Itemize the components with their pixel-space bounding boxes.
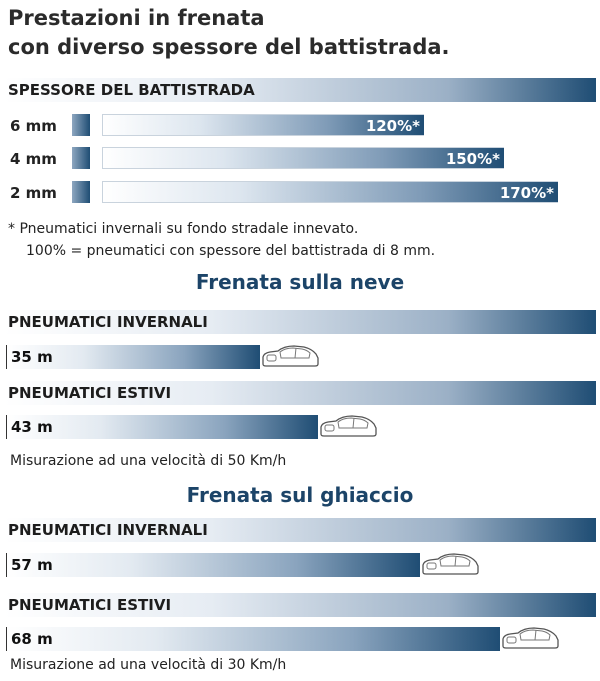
ice-winter-bar: 57 m	[6, 553, 420, 577]
tread-footnote: * Pneumatici invernali su fondo stradale…	[8, 218, 435, 262]
tread-value-4mm: 150%*	[445, 150, 500, 168]
snow-measure-note: Misurazione ad una velocità di 50 Km/h	[10, 453, 287, 469]
tread-footnote-line-1: * Pneumatici invernali su fondo stradale…	[8, 221, 359, 237]
snow-winter-bar: 35 m	[6, 345, 260, 369]
ice-summer-header: PNEUMATICI ESTIVI	[4, 593, 596, 617]
title-line-2: con diverso spessore del battistrada.	[8, 35, 450, 59]
snow-summer-value: 43 m	[11, 418, 53, 436]
title-line-1: Prestazioni in frenata	[8, 6, 265, 30]
tread-value-6mm: 120%*	[365, 117, 420, 135]
car-icon	[500, 626, 560, 652]
ice-measure-note: Misurazione ad una velocità di 30 Km/h	[10, 657, 287, 673]
ice-braking-title: Frenata sul ghiaccio	[186, 483, 414, 507]
tread-bar-6mm: 120%*	[102, 114, 424, 136]
ice-summer-bar: 68 m	[6, 627, 500, 651]
ice-winter-value: 57 m	[11, 556, 53, 574]
tread-bar-4mm: 150%*	[102, 147, 504, 169]
snow-winter-value: 35 m	[11, 348, 53, 366]
tread-stub-4mm	[72, 147, 90, 169]
tread-section-header: SPESSORE DEL BATTISTRADA	[4, 78, 596, 102]
car-icon	[318, 414, 378, 440]
snow-summer-header: PNEUMATICI ESTIVI	[4, 381, 596, 405]
ice-winter-header: PNEUMATICI INVERNALI	[4, 518, 596, 542]
tread-label-6mm: 6 mm	[10, 117, 57, 135]
page-title: Prestazioni in frenata con diverso spess…	[8, 4, 450, 62]
tread-value-2mm: 170%*	[499, 184, 554, 202]
tread-bar-2mm: 170%*	[102, 181, 558, 203]
car-icon	[420, 552, 480, 578]
snow-winter-header: PNEUMATICI INVERNALI	[4, 310, 596, 334]
ice-summer-value: 68 m	[11, 630, 53, 648]
snow-braking-title: Frenata sulla neve	[195, 270, 405, 294]
tread-stub-6mm	[72, 114, 90, 136]
tread-stub-2mm	[72, 181, 90, 203]
tread-label-2mm: 2 mm	[10, 184, 57, 202]
car-icon	[260, 344, 320, 370]
tread-label-4mm: 4 mm	[10, 150, 57, 168]
tread-footnote-line-2: 100% = pneumatici con spessore del batti…	[26, 243, 436, 259]
snow-summer-bar: 43 m	[6, 415, 318, 439]
